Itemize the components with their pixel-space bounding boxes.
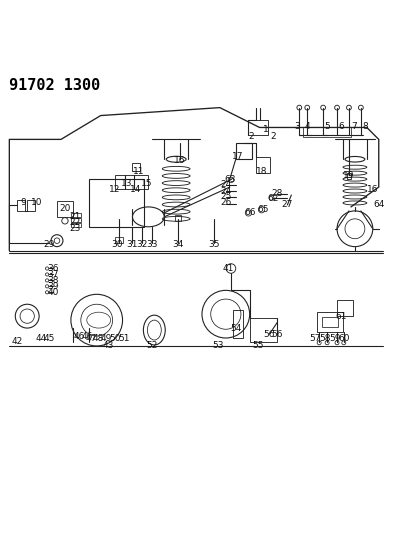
Text: 3: 3 [294, 122, 300, 131]
Bar [303, 127, 351, 138]
Text: 58: 58 [319, 334, 331, 343]
Text: 46: 46 [73, 332, 84, 341]
Text: 50: 50 [109, 334, 120, 343]
Text: 47: 47 [85, 334, 96, 343]
Bar [250, 318, 278, 342]
Bar [114, 237, 122, 243]
Text: 20: 20 [59, 204, 71, 213]
Text: 30: 30 [111, 240, 122, 249]
Text: 11: 11 [133, 167, 144, 176]
Bar [248, 119, 268, 135]
Text: 8: 8 [362, 122, 368, 131]
Text: 9: 9 [20, 198, 26, 207]
Text: 28: 28 [272, 189, 283, 198]
Bar [71, 213, 81, 217]
Bar [337, 300, 353, 316]
Text: 36: 36 [47, 264, 59, 273]
Text: 42: 42 [12, 337, 23, 346]
Text: 63: 63 [224, 175, 236, 183]
Text: 25: 25 [220, 192, 232, 201]
Text: 21: 21 [69, 212, 80, 221]
Text: 29: 29 [43, 240, 55, 249]
Text: 61: 61 [335, 312, 347, 321]
Text: 16: 16 [174, 156, 185, 165]
Text: 55: 55 [252, 342, 263, 350]
Text: 48: 48 [93, 334, 104, 343]
Text: 51: 51 [119, 334, 130, 343]
Text: 49: 49 [101, 334, 112, 343]
Bar [317, 312, 343, 332]
Bar [132, 163, 140, 171]
Text: 23: 23 [69, 224, 80, 233]
Text: 26: 26 [220, 198, 232, 207]
Text: 6: 6 [338, 122, 344, 131]
Bar [17, 200, 25, 211]
Text: 1: 1 [263, 125, 268, 134]
Text: 40: 40 [47, 288, 59, 297]
Text: 24: 24 [220, 187, 232, 196]
Text: 62: 62 [268, 193, 279, 203]
Text: 12: 12 [109, 184, 120, 193]
Bar [347, 173, 351, 179]
Bar [236, 143, 252, 159]
Bar [57, 201, 73, 217]
Text: 5: 5 [324, 122, 330, 131]
Text: 39: 39 [47, 282, 59, 291]
Text: 37: 37 [47, 270, 59, 279]
Text: 15: 15 [141, 179, 152, 188]
Text: 16: 16 [367, 184, 378, 193]
Text: 34: 34 [172, 240, 184, 249]
Text: 64: 64 [373, 200, 384, 209]
Text: 65: 65 [258, 205, 269, 214]
Bar [114, 175, 148, 189]
Text: 10: 10 [31, 198, 43, 207]
Text: 91702 1300: 91702 1300 [9, 78, 100, 93]
Text: 56: 56 [272, 329, 283, 338]
Text: 7: 7 [351, 122, 357, 131]
Bar [89, 179, 144, 227]
Text: 43: 43 [103, 342, 114, 350]
Text: 31: 31 [127, 240, 138, 249]
Text: 59: 59 [329, 334, 341, 343]
Text: 46: 46 [81, 332, 92, 341]
Text: 13: 13 [121, 179, 132, 188]
Text: 44: 44 [36, 334, 47, 343]
Text: 19: 19 [343, 171, 355, 180]
Text: 35: 35 [208, 240, 220, 249]
Text: 56: 56 [264, 329, 275, 338]
Bar [232, 310, 242, 338]
Text: 52: 52 [147, 342, 158, 350]
Text: 38: 38 [47, 276, 59, 285]
Text: 18: 18 [256, 167, 267, 176]
Text: 53: 53 [212, 342, 224, 350]
Bar [27, 200, 35, 211]
Text: 2: 2 [249, 132, 254, 141]
Text: 2: 2 [271, 132, 276, 141]
Text: 4: 4 [304, 122, 310, 131]
Bar [322, 317, 338, 327]
Text: 14: 14 [130, 184, 141, 193]
Bar [256, 157, 270, 173]
Text: 22: 22 [69, 219, 80, 227]
Bar [71, 223, 81, 227]
Bar [175, 215, 181, 221]
Text: 57: 57 [310, 334, 321, 343]
Text: 45: 45 [43, 334, 55, 343]
Text: 41: 41 [222, 264, 234, 273]
Text: 24: 24 [220, 180, 232, 189]
Text: 27: 27 [282, 200, 293, 209]
Text: 54: 54 [230, 324, 242, 333]
Text: 66: 66 [244, 208, 256, 217]
Text: 32: 32 [137, 240, 148, 249]
Text: 33: 33 [146, 240, 158, 249]
Text: 60: 60 [338, 334, 350, 343]
Text: 17: 17 [232, 151, 244, 160]
Bar [71, 218, 81, 222]
